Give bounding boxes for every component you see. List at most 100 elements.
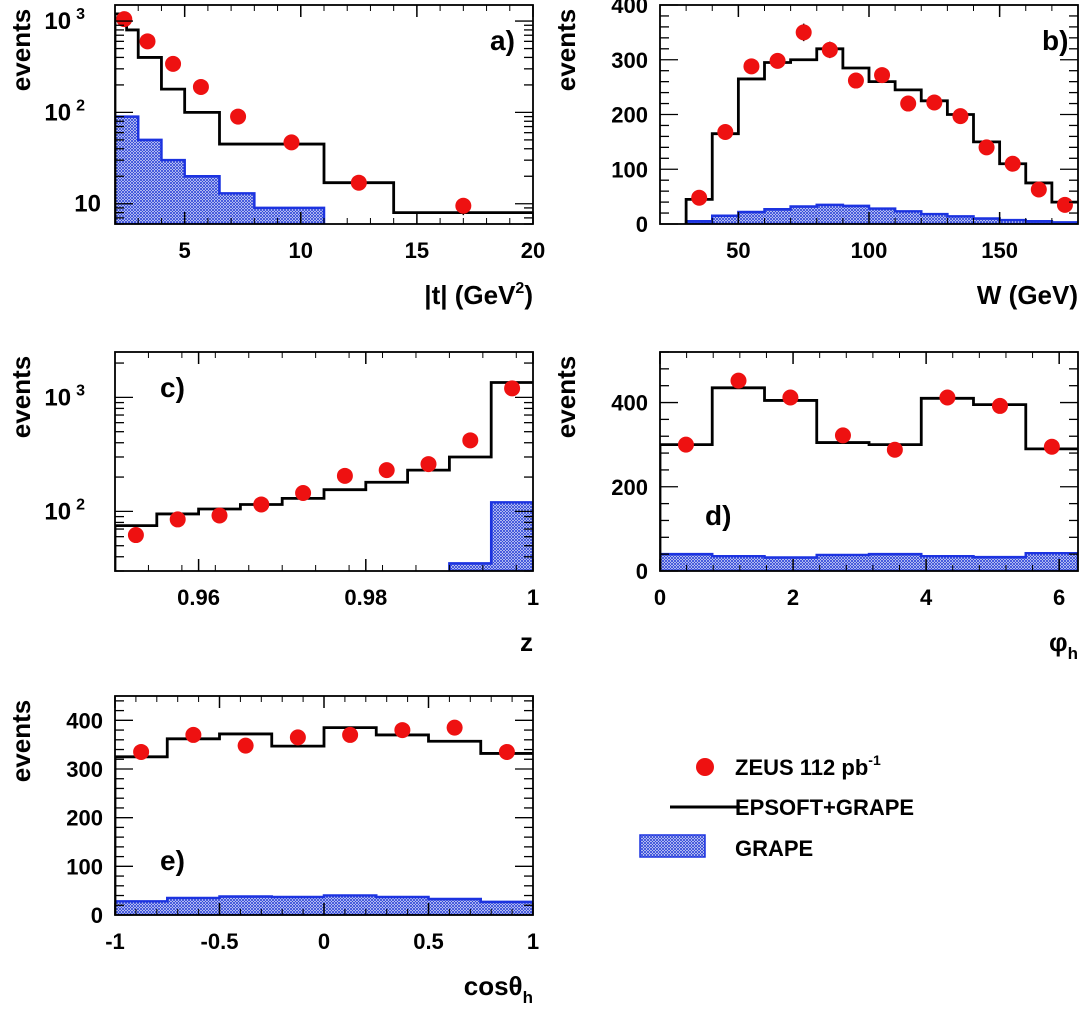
- x-tick-label: 2: [787, 585, 799, 610]
- x-axis-label: z: [520, 627, 533, 657]
- data-point: [886, 441, 903, 458]
- x-tick-label: 0: [654, 585, 666, 610]
- y-tick-label: 200: [66, 806, 103, 831]
- plot-frame: [659, 4, 1079, 225]
- data-point: [253, 496, 270, 513]
- x-tick-label: 1: [527, 929, 539, 954]
- data-point: [730, 372, 747, 389]
- data-point: [283, 134, 300, 151]
- x-tick-label: 4: [920, 585, 933, 610]
- panel-label: b): [1042, 25, 1068, 56]
- data-point: [926, 94, 943, 111]
- data-point: [847, 72, 864, 89]
- data-point: [677, 436, 694, 453]
- y-tick-label: 0: [636, 559, 648, 584]
- y-tick-label: 400: [611, 391, 648, 416]
- mc-histogram: [684, 47, 1078, 224]
- y-tick-label: 400: [611, 0, 648, 18]
- x-tick-label: -0.5: [201, 929, 239, 954]
- x-axis-label: |t| (GeV2): [424, 280, 533, 310]
- x-tick-label: 6: [1053, 585, 1065, 610]
- data-point: [952, 108, 969, 125]
- legend-svg: ZEUS 112 pb-1 EPSOFT+GRAPE GRAPE: [639, 752, 914, 861]
- mc-histogram: [115, 381, 533, 571]
- grape-histogram: [660, 552, 1078, 571]
- data-point: [743, 58, 760, 75]
- data-point: [1004, 155, 1021, 172]
- y-tick-label: 100: [66, 854, 103, 879]
- data-point: [991, 397, 1008, 414]
- data-point: [782, 389, 799, 406]
- panel-b: 50 100 150 0 100 200 300 400 events W (GeV) b): [551, 0, 1079, 310]
- data-point: [874, 67, 891, 84]
- plot-area: [684, 23, 1078, 224]
- mc-histogram: [660, 386, 1078, 571]
- data-point: [900, 95, 917, 112]
- data-point: [691, 189, 708, 206]
- x-axis-label: φh: [1049, 627, 1078, 663]
- x-axis-label: cosθh: [464, 971, 533, 1007]
- plot-area: [660, 372, 1078, 571]
- y-tick-label: 200: [611, 103, 648, 128]
- data-point: [446, 719, 463, 736]
- y-tick-label: 10 3: [44, 382, 85, 411]
- x-tick-label: 0.5: [413, 929, 444, 954]
- y-axis-label: events: [6, 700, 36, 782]
- data-point: [795, 24, 812, 41]
- legend-mc-label: EPSOFT+GRAPE: [735, 795, 914, 820]
- data-point: [394, 722, 411, 739]
- legend-grape-label: GRAPE: [735, 836, 813, 861]
- data-point: [133, 743, 150, 760]
- panel-a: 5 10 15 20 10 10 2 10 3 events |t| (GeV2) a): [6, 4, 545, 310]
- data-point: [978, 139, 995, 156]
- plot-area: [115, 380, 533, 571]
- legend: ZEUS 112 pb-1 EPSOFT+GRAPE GRAPE: [600, 750, 1020, 880]
- x-tick-label: 150: [981, 238, 1018, 263]
- x-tick-label: 0.96: [177, 585, 220, 610]
- data-point: [462, 432, 479, 449]
- data-point: [378, 462, 395, 479]
- panel-c: 0.96 0.98 1 10 2 10 3 events z c): [6, 351, 539, 657]
- y-axis-label: events: [6, 9, 36, 91]
- data-point: [237, 737, 254, 754]
- panel-e: -1 -0.5 0 0.5 1 0 100 200 300 400 events cosθh e): [6, 695, 539, 1007]
- data-point: [165, 55, 182, 72]
- y-tick-label: 10 3: [44, 6, 85, 35]
- legend-data-marker: [696, 758, 714, 776]
- data-point: [169, 511, 186, 528]
- grape-histogram: [448, 501, 533, 571]
- data-point: [455, 197, 472, 214]
- data-point: [504, 380, 521, 397]
- x-tick-label: 0: [318, 929, 330, 954]
- data-point: [116, 11, 133, 28]
- data-point: [498, 743, 515, 760]
- y-tick-label: 100: [611, 157, 648, 182]
- panel-label: a): [490, 25, 515, 56]
- data-point: [821, 41, 838, 58]
- mc-histogram: [115, 12, 533, 224]
- y-axis-label: events: [551, 9, 581, 91]
- legend-data-label: ZEUS 112 pb-1: [735, 752, 881, 780]
- x-axis-label: W (GeV): [977, 280, 1078, 310]
- data-point: [192, 78, 209, 95]
- data-point: [834, 427, 851, 444]
- grape-histogram: [115, 115, 326, 224]
- data-point: [127, 527, 144, 544]
- x-tick-label: 15: [405, 238, 429, 263]
- x-tick-label: 1: [527, 585, 539, 610]
- panel-label: d): [705, 500, 731, 531]
- y-tick-label: 10: [74, 191, 101, 218]
- data-point: [1043, 438, 1060, 455]
- x-tick-label: 10: [289, 238, 313, 263]
- data-point: [717, 124, 734, 141]
- data-point: [350, 174, 367, 191]
- y-tick-label: 0: [636, 212, 648, 237]
- panel-label: e): [160, 845, 185, 876]
- plot-area: [115, 719, 533, 915]
- legend-grape-swatch: [639, 834, 706, 858]
- data-point: [185, 726, 202, 743]
- data-point: [342, 726, 359, 743]
- data-point: [289, 729, 306, 746]
- data-point: [211, 507, 228, 524]
